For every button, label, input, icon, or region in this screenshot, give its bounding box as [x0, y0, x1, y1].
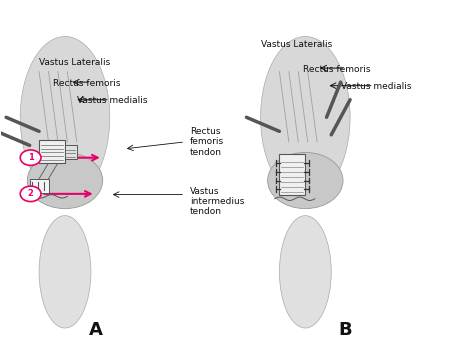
Ellipse shape — [279, 216, 331, 328]
Ellipse shape — [27, 153, 103, 209]
Text: 2: 2 — [27, 189, 34, 198]
Ellipse shape — [20, 36, 110, 198]
FancyBboxPatch shape — [39, 140, 65, 163]
Text: A: A — [89, 321, 102, 338]
Text: Rectus
femoris
tendon: Rectus femoris tendon — [190, 127, 224, 157]
Ellipse shape — [261, 36, 350, 198]
Circle shape — [20, 186, 41, 201]
FancyBboxPatch shape — [279, 154, 305, 195]
Text: Vastus medialis: Vastus medialis — [341, 82, 411, 91]
Text: Vastus medialis: Vastus medialis — [77, 96, 147, 105]
FancyBboxPatch shape — [65, 145, 77, 159]
Circle shape — [20, 150, 41, 165]
Ellipse shape — [268, 153, 343, 209]
Text: 1: 1 — [27, 153, 34, 162]
Text: Rectus femoris: Rectus femoris — [303, 65, 371, 74]
Text: Vastus
intermedius
tendon: Vastus intermedius tendon — [190, 187, 244, 217]
Text: Vastus Lateralis: Vastus Lateralis — [39, 58, 110, 67]
Text: Vastus Lateralis: Vastus Lateralis — [261, 40, 332, 49]
FancyBboxPatch shape — [30, 179, 48, 193]
Text: B: B — [338, 321, 352, 338]
Ellipse shape — [39, 216, 91, 328]
Text: Rectus femoris: Rectus femoris — [53, 79, 121, 88]
